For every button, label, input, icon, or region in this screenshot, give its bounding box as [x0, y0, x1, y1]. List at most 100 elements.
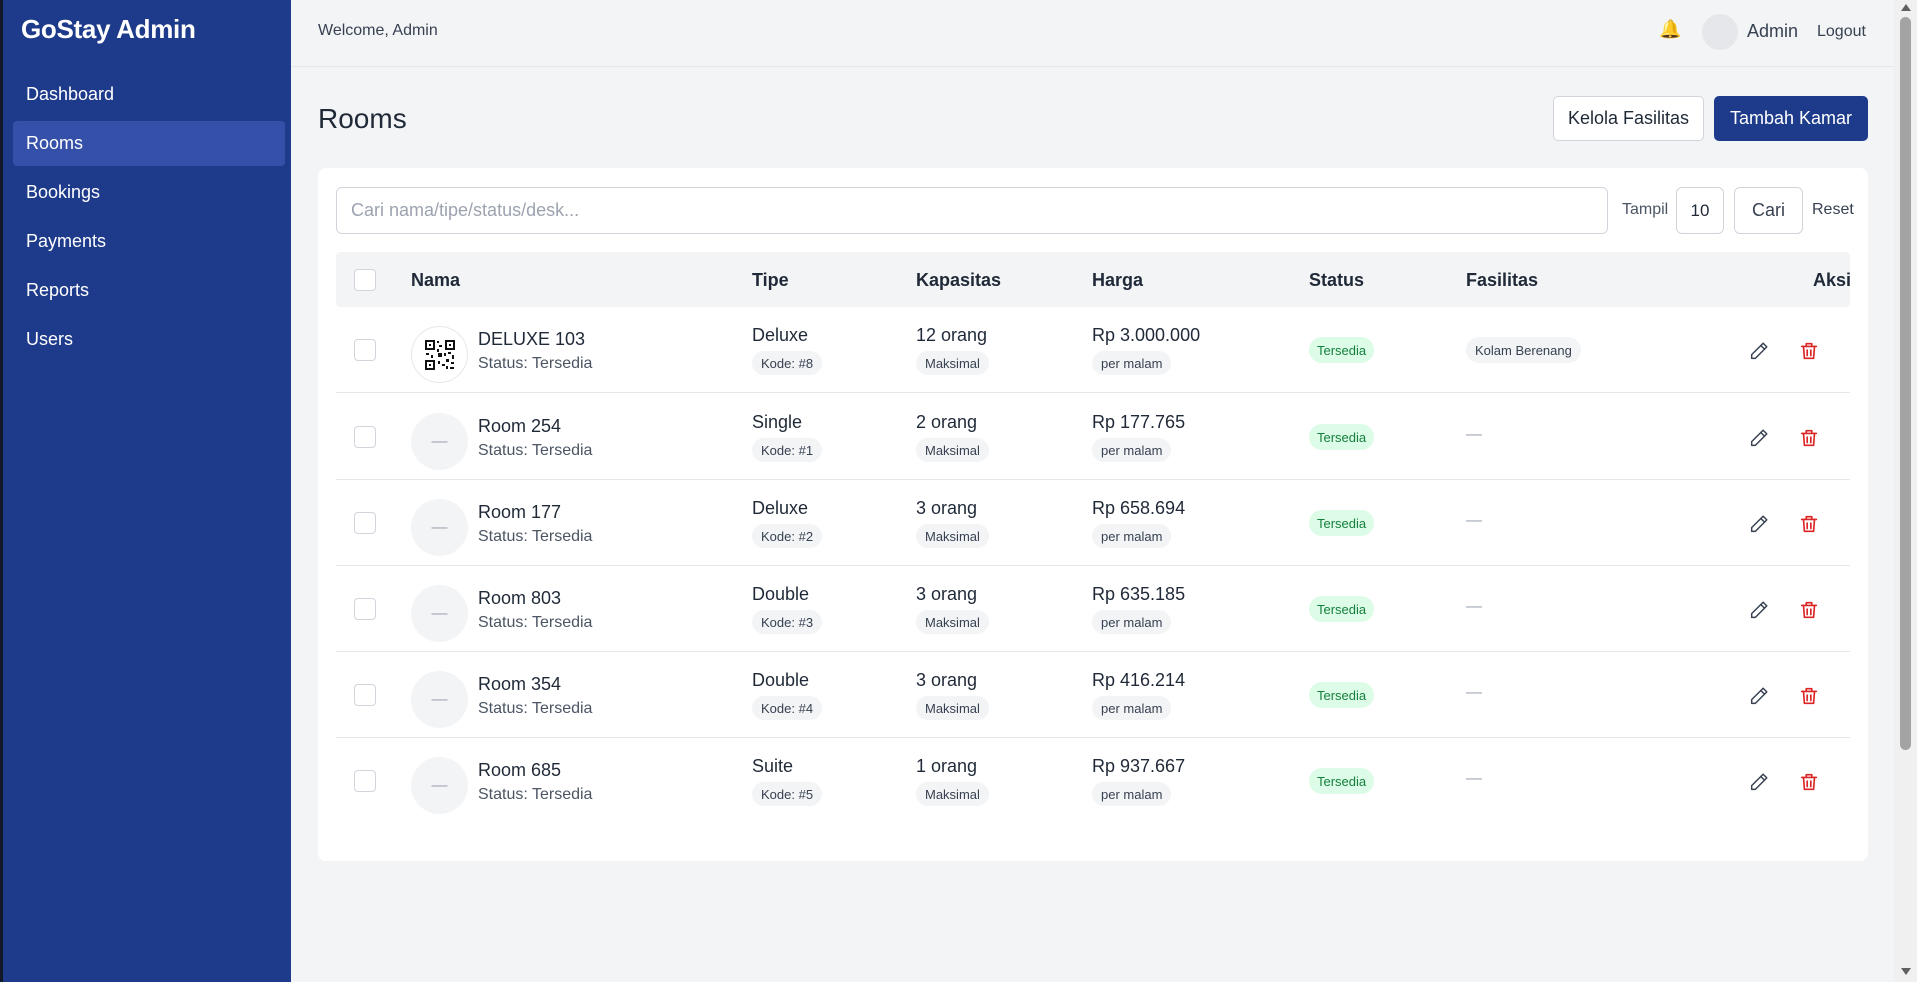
- page-scrollbar[interactable]: [1894, 0, 1917, 982]
- room-name: DELUXE 103: [478, 329, 586, 349]
- edit-icon[interactable]: [1748, 771, 1770, 793]
- room-price: Rp 658.694: [1092, 498, 1186, 518]
- topbar: Welcome, Admin 🔔 Admin Logout: [291, 0, 1894, 67]
- sidebar-item-reports[interactable]: Reports: [26, 280, 90, 300]
- status-badge: Tersedia: [1309, 510, 1375, 536]
- scrollbar-thumb[interactable]: [1900, 17, 1911, 750]
- table-header: Nama Tipe Kapasitas Harga Status Fasilit…: [336, 252, 1852, 307]
- search-input[interactable]: [336, 187, 1608, 234]
- sidebar-item-users[interactable]: Users: [26, 329, 74, 349]
- capacity-note: Maksimal: [916, 610, 989, 634]
- scroll-up-arrow-icon[interactable]: [1901, 4, 1911, 11]
- room-name: Room 685: [478, 760, 562, 780]
- room-price: Rp 177.765: [1092, 412, 1186, 432]
- edit-icon[interactable]: [1748, 685, 1770, 707]
- room-name: Room 803: [478, 588, 562, 608]
- room-code: Kode: #8: [752, 351, 823, 375]
- delete-icon[interactable]: [1798, 685, 1820, 707]
- header-status: Status: [1309, 270, 1365, 290]
- delete-icon[interactable]: [1798, 427, 1820, 449]
- room-capacity: 1 orang: [916, 756, 978, 776]
- room-capacity: 3 orang: [916, 584, 978, 604]
- edit-icon[interactable]: [1748, 599, 1770, 621]
- edit-icon[interactable]: [1748, 340, 1770, 362]
- sidebar-item-dashboard[interactable]: Dashboard: [26, 84, 115, 104]
- page-size-select[interactable]: 10: [1676, 187, 1724, 234]
- header-nama: Nama: [411, 270, 461, 290]
- room-thumbnail-placeholder: —: [411, 585, 468, 642]
- delete-icon[interactable]: [1798, 513, 1820, 535]
- search-button[interactable]: Cari: [1734, 187, 1803, 234]
- status-badge: Tersedia: [1309, 337, 1375, 363]
- room-thumbnail-placeholder: —: [411, 499, 468, 556]
- status-badge: Tersedia: [1309, 768, 1375, 794]
- sidebar: GoStay Admin Dashboard Rooms Bookings Pa…: [0, 0, 291, 982]
- row-checkbox[interactable]: [354, 512, 376, 534]
- room-capacity: 12 orang: [916, 325, 988, 345]
- sidebar-nav: Dashboard Rooms Bookings Payments Report…: [13, 72, 285, 366]
- room-code: Kode: #1: [752, 438, 823, 462]
- table-row: — Room 177 Status: Tersedia Deluxe Kode:…: [336, 480, 1850, 566]
- edit-icon[interactable]: [1748, 513, 1770, 535]
- sidebar-item-rooms[interactable]: Rooms: [13, 121, 285, 166]
- header-fasilitas: Fasilitas: [1466, 270, 1539, 290]
- room-code: Kode: #3: [752, 610, 823, 634]
- logout-link[interactable]: Logout: [1817, 23, 1866, 40]
- price-note: per malam: [1092, 610, 1172, 634]
- price-note: per malam: [1092, 438, 1172, 462]
- delete-icon[interactable]: [1798, 599, 1820, 621]
- header-kapasitas: Kapasitas: [916, 270, 1002, 290]
- room-type: Deluxe: [752, 325, 809, 345]
- header-aksi: Aksi: [1813, 270, 1852, 290]
- room-price: Rp 937.667: [1092, 756, 1186, 776]
- sidebar-item-payments[interactable]: Payments: [26, 231, 107, 251]
- row-checkbox[interactable]: [354, 426, 376, 448]
- room-name: Room 177: [478, 502, 562, 522]
- row-checkbox[interactable]: [354, 339, 376, 361]
- price-note: per malam: [1092, 782, 1172, 806]
- table-row: — Room 354 Status: Tersedia Double Kode:…: [336, 652, 1850, 738]
- header-harga: Harga: [1092, 270, 1144, 290]
- room-price: Rp 3.000.000: [1092, 325, 1201, 345]
- capacity-note: Maksimal: [916, 524, 989, 548]
- delete-icon[interactable]: [1798, 771, 1820, 793]
- facility-empty: —: [1466, 598, 1482, 615]
- status-badge: Tersedia: [1309, 596, 1375, 622]
- avatar[interactable]: [1702, 14, 1738, 50]
- delete-icon[interactable]: [1798, 340, 1820, 362]
- room-status-line: Status: Tersedia: [478, 700, 593, 717]
- qr-code-icon: [424, 339, 455, 370]
- room-type: Double: [752, 670, 810, 690]
- bell-icon[interactable]: 🔔: [1659, 19, 1682, 39]
- facility-empty: —: [1466, 426, 1482, 443]
- sidebar-item-bookings[interactable]: Bookings: [26, 182, 101, 202]
- row-checkbox[interactable]: [354, 684, 376, 706]
- page-size-label: Tampil: [1622, 201, 1669, 218]
- add-room-button[interactable]: Tambah Kamar: [1714, 96, 1868, 141]
- room-capacity: 3 orang: [916, 670, 978, 690]
- price-note: per malam: [1092, 696, 1172, 720]
- room-type: Deluxe: [752, 498, 809, 518]
- reset-button[interactable]: Reset: [1812, 201, 1854, 218]
- table-row: — Room 254 Status: Tersedia Single Kode:…: [336, 394, 1850, 480]
- room-type: Suite: [752, 756, 794, 776]
- room-type: Double: [752, 584, 810, 604]
- select-all-checkbox[interactable]: [354, 269, 376, 291]
- row-checkbox[interactable]: [354, 598, 376, 620]
- page-title: Rooms: [318, 103, 407, 134]
- room-price: Rp 635.185: [1092, 584, 1186, 604]
- capacity-note: Maksimal: [916, 351, 989, 375]
- capacity-note: Maksimal: [916, 438, 989, 462]
- room-code: Kode: #5: [752, 782, 823, 806]
- table-row: — Room 685 Status: Tersedia Suite Kode: …: [336, 738, 1850, 824]
- user-name: Admin: [1747, 21, 1799, 41]
- status-badge: Tersedia: [1309, 424, 1375, 450]
- edit-icon[interactable]: [1748, 427, 1770, 449]
- room-thumbnail-placeholder: —: [411, 671, 468, 728]
- facility-empty: —: [1466, 512, 1482, 529]
- facility-empty: —: [1466, 770, 1482, 787]
- scroll-down-arrow-icon[interactable]: [1901, 968, 1911, 975]
- manage-facilities-button[interactable]: Kelola Fasilitas: [1553, 96, 1704, 141]
- row-checkbox[interactable]: [354, 770, 376, 792]
- room-thumbnail-placeholder: —: [411, 413, 468, 470]
